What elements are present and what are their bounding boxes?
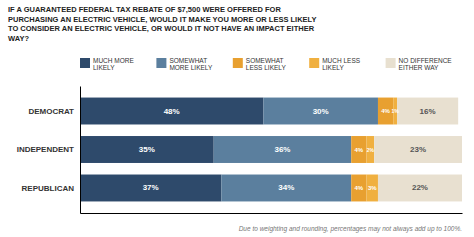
legend-item: MUCH MORELIKELY <box>80 57 134 72</box>
legend-item: SOMEWHATLESS LIKELY <box>233 57 287 72</box>
chart: IF A GUARANTEED FEDERAL TAX REBATE OF $7… <box>0 0 474 237</box>
y-tick: REPUBLICAN <box>22 184 80 193</box>
data-label: 23% <box>410 145 426 154</box>
bar-segment <box>367 136 375 163</box>
bar-segment <box>263 98 378 125</box>
legend-label-line: MORE LIKELY <box>169 64 213 71</box>
legend-label-line: NO DIFFERENCE <box>399 57 453 64</box>
legend-item: SOMEWHATMORE LIKELY <box>156 57 213 72</box>
legend-label: MUCH MORELIKELY <box>93 57 134 72</box>
data-label: 35% <box>139 145 155 154</box>
title-line: TO CONSIDER AN ELECTRIC VEHICLE, OR WOUL… <box>8 24 315 33</box>
bar-segment <box>221 175 351 202</box>
legend-label-line: LIKELY <box>322 64 344 71</box>
y-axis: DEMOCRAT INDEPENDENT REPUBLICAN <box>17 87 81 214</box>
data-label: 4% <box>355 147 364 153</box>
data-label: 36% <box>274 145 290 154</box>
data-label: 1% <box>392 108 400 114</box>
bars <box>80 98 462 202</box>
plot: 48%35%37%30%36%34%4%4%4%1%2%3%16%23%22%D… <box>17 87 463 214</box>
bar-segment <box>351 175 366 202</box>
category-label: DEMOCRAT <box>28 107 74 116</box>
legend-label: NO DIFFERENCEEITHER WAY <box>399 57 453 72</box>
data-label: 16% <box>420 107 436 116</box>
legend-swatch <box>386 58 396 68</box>
data-label: 48% <box>164 107 180 116</box>
legend-label-line: SOMEWHAT <box>169 57 207 64</box>
legend-swatch <box>156 58 166 68</box>
legend-label-line: SOMEWHAT <box>246 57 284 64</box>
legend-item: NO DIFFERENCEEITHER WAY <box>386 57 453 72</box>
title-line: PURCHASING AN ELECTRIC VEHICLE, WOULD IT… <box>8 15 317 24</box>
legend-label-line: MUCH MORE <box>93 57 134 64</box>
title-line: IF A GUARANTEED FEDERAL TAX REBATE OF $7… <box>8 5 281 14</box>
bar-segment <box>378 175 462 202</box>
data-labels: 48%35%37%30%36%34%4%4%4%1%2%3%16%23%22% <box>139 107 436 193</box>
bar-segment <box>397 98 458 125</box>
legend: MUCH MORELIKELYSOMEWHATMORE LIKELYSOMEWH… <box>80 57 452 72</box>
data-label: 22% <box>412 183 428 192</box>
bar-segment <box>367 175 378 202</box>
legend-label: SOMEWHATMORE LIKELY <box>169 57 213 72</box>
legend-item: MUCH LESSLIKELY <box>309 57 361 72</box>
legend-label-line: EITHER WAY <box>399 64 439 71</box>
bar-segment <box>214 136 352 163</box>
legend-swatch <box>309 58 319 68</box>
legend-swatch <box>80 58 90 68</box>
bar-segment <box>80 98 263 125</box>
data-label: 30% <box>313 107 329 116</box>
title: IF A GUARANTEED FEDERAL TAX REBATE OF $7… <box>8 5 317 43</box>
y-tick: DEMOCRAT <box>28 107 80 116</box>
legend-label-line: LIKELY <box>93 64 115 71</box>
legend-label-line: MUCH LESS <box>322 57 361 64</box>
x-axis-line <box>81 213 463 214</box>
x-axis <box>81 213 463 214</box>
y-axis-line <box>80 87 81 214</box>
legend-swatch <box>233 58 243 68</box>
footnote: Due to weighting and rounding, percentag… <box>239 225 463 233</box>
bar-segment <box>80 175 221 202</box>
data-label: 2% <box>367 147 375 153</box>
category-label: INDEPENDENT <box>17 145 74 154</box>
legend-label: SOMEWHATLESS LIKELY <box>246 57 287 72</box>
data-label: 4% <box>355 185 364 191</box>
category-label: REPUBLICAN <box>22 184 75 193</box>
bar-segment <box>351 136 366 163</box>
bar-segment <box>80 136 214 163</box>
bar-segment <box>374 136 462 163</box>
data-label: 37% <box>143 183 159 192</box>
legend-label-line: LESS LIKELY <box>246 64 287 71</box>
data-label: 34% <box>278 183 294 192</box>
data-label: 3% <box>368 185 377 191</box>
legend-label: MUCH LESSLIKELY <box>322 57 361 72</box>
data-label: 4% <box>381 108 390 114</box>
title-line: WAY? <box>8 34 29 43</box>
y-tick: INDEPENDENT <box>17 145 80 154</box>
